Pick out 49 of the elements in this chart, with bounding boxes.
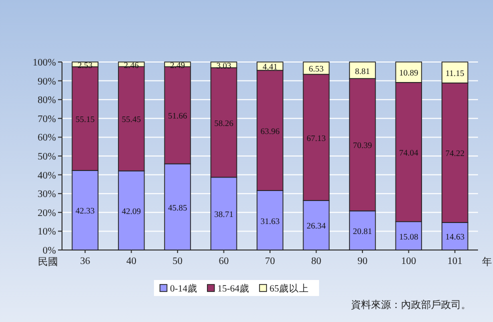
x-tick-label: 80 [311, 256, 322, 267]
data-label: 74.04 [399, 148, 419, 158]
y-tick-label: 50% [38, 152, 56, 162]
y-tick-label: 0% [42, 246, 56, 256]
x-tick-label: 36 [80, 256, 90, 267]
y-tick-label: 80% [38, 95, 56, 106]
y-tick-label: 40% [38, 170, 56, 182]
y-tick-label: 30% [38, 189, 56, 200]
y-tick-label: 20% [38, 208, 56, 219]
legend-label: 15-64歲 [217, 282, 250, 294]
data-label: 14.63 [445, 232, 464, 242]
x-tick-label: 60 [218, 256, 229, 267]
x-tick-label: 90 [357, 256, 368, 267]
data-label: 11.15 [445, 68, 464, 78]
source-note: 資料來源：內政部戶政司。 [351, 299, 471, 311]
x-tick-label: 40 [126, 256, 136, 267]
text: 民國 [38, 257, 58, 268]
y-tick-label: 10% [38, 226, 56, 238]
y-tick-label: 60% [38, 132, 56, 144]
data-label: 31.63 [260, 216, 280, 226]
data-label: 67.13 [306, 132, 326, 143]
data-label: 63.96 [260, 126, 280, 136]
data-label: 15.08 [399, 231, 418, 242]
x-axis-title: 年 [482, 256, 492, 268]
y-tick-label: 100% [32, 58, 56, 68]
y-tick-label: 70% [38, 114, 56, 125]
data-label: 6.53 [308, 64, 324, 74]
x-tick-label: 50 [172, 256, 183, 267]
data-label: 55.15 [76, 114, 95, 124]
data-label: 26.34 [306, 220, 327, 231]
data-label: 8.81 [355, 66, 370, 76]
legend-label: 0-14歲 [170, 282, 198, 294]
data-label: 51.66 [168, 110, 188, 121]
x-tick-label: 70 [265, 256, 275, 267]
legend-label: 65歲以上 [270, 282, 310, 294]
data-label: 38.71 [214, 209, 234, 220]
data-label: 10.89 [399, 68, 418, 78]
y-tick-label: 90% [38, 76, 56, 88]
data-label: 58.26 [214, 118, 234, 128]
x-tick-label: 101 [447, 256, 462, 267]
data-label: 45.85 [168, 202, 188, 212]
data-label: 42.33 [76, 206, 95, 216]
x-tick-label: 100 [401, 256, 416, 267]
data-label: 42.09 [122, 206, 141, 216]
data-label: 74.22 [445, 148, 464, 158]
data-label: 20.81 [352, 226, 372, 236]
data-label: 55.45 [122, 114, 141, 124]
data-label: 70.39 [352, 140, 372, 150]
data-label: 4.41 [262, 62, 278, 72]
